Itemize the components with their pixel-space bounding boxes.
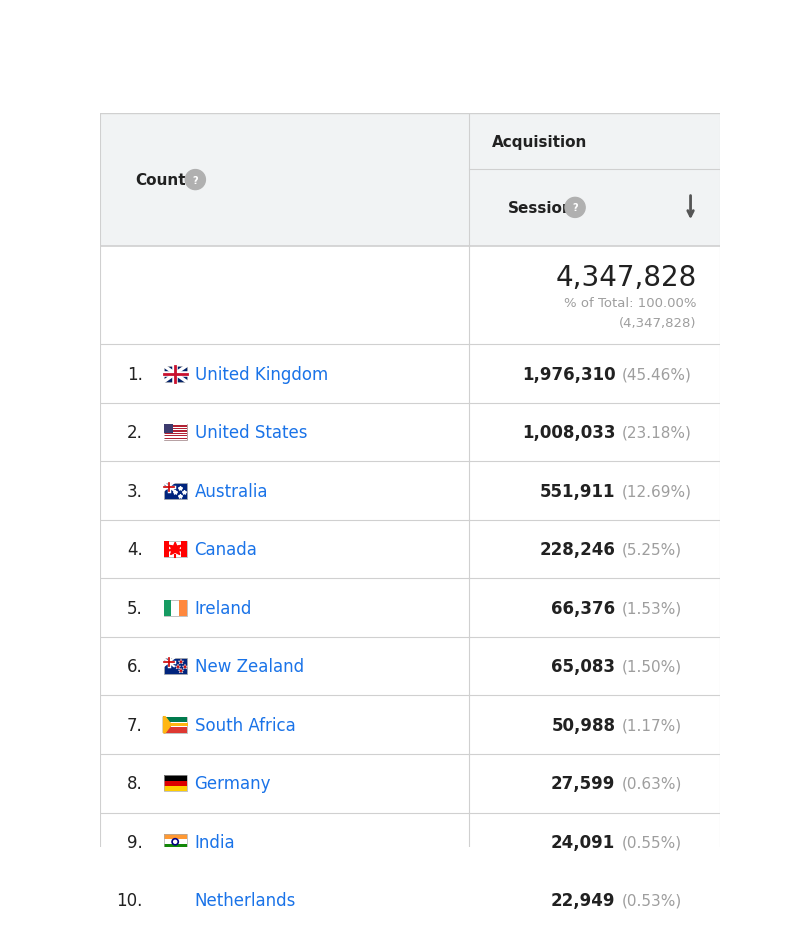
FancyBboxPatch shape: [163, 437, 187, 438]
FancyBboxPatch shape: [100, 114, 720, 247]
FancyBboxPatch shape: [100, 462, 720, 521]
FancyBboxPatch shape: [100, 696, 720, 754]
Text: Ireland: Ireland: [194, 599, 252, 617]
FancyBboxPatch shape: [163, 717, 187, 723]
Polygon shape: [168, 543, 182, 555]
Text: 9.: 9.: [127, 833, 142, 851]
Text: 7.: 7.: [127, 716, 142, 734]
FancyBboxPatch shape: [100, 247, 720, 345]
FancyBboxPatch shape: [171, 724, 188, 726]
Text: 10.: 10.: [116, 891, 142, 909]
FancyBboxPatch shape: [163, 425, 187, 441]
Polygon shape: [163, 717, 171, 733]
Text: 6.: 6.: [127, 658, 142, 676]
FancyBboxPatch shape: [163, 440, 187, 441]
Text: (1.50%): (1.50%): [622, 659, 682, 674]
Text: Sessions: Sessions: [508, 201, 582, 216]
Text: (4,347,828): (4,347,828): [619, 317, 697, 330]
Text: 24,091: 24,091: [551, 833, 615, 851]
FancyBboxPatch shape: [179, 600, 187, 616]
FancyBboxPatch shape: [100, 871, 720, 929]
Text: 1,008,033: 1,008,033: [522, 424, 615, 442]
Text: (0.53%): (0.53%): [622, 893, 682, 908]
Text: 8.: 8.: [127, 774, 142, 792]
FancyBboxPatch shape: [163, 898, 187, 903]
FancyBboxPatch shape: [163, 425, 173, 433]
FancyBboxPatch shape: [163, 429, 187, 431]
Text: 65,083: 65,083: [551, 658, 615, 676]
FancyBboxPatch shape: [163, 367, 187, 383]
FancyBboxPatch shape: [163, 727, 187, 733]
FancyBboxPatch shape: [100, 521, 720, 579]
FancyBboxPatch shape: [163, 542, 187, 558]
Text: South Africa: South Africa: [194, 716, 295, 734]
Text: (45.46%): (45.46%): [622, 367, 691, 382]
Text: 3.: 3.: [126, 482, 142, 500]
Text: 4.: 4.: [127, 541, 142, 559]
Text: Germany: Germany: [194, 774, 271, 792]
Text: (12.69%): (12.69%): [622, 484, 691, 499]
FancyBboxPatch shape: [163, 600, 187, 616]
Text: 66,376: 66,376: [551, 599, 615, 617]
Circle shape: [565, 198, 585, 218]
FancyBboxPatch shape: [163, 775, 187, 781]
FancyBboxPatch shape: [163, 903, 187, 908]
FancyBboxPatch shape: [100, 813, 720, 871]
Text: New Zealand: New Zealand: [194, 658, 304, 676]
Text: United States: United States: [194, 424, 307, 442]
Text: ?: ?: [572, 203, 578, 213]
FancyBboxPatch shape: [163, 483, 187, 499]
Text: ?: ?: [193, 175, 198, 186]
Text: 228,246: 228,246: [539, 541, 615, 559]
Text: 4,347,828: 4,347,828: [555, 264, 697, 291]
Text: (0.55%): (0.55%): [622, 834, 682, 849]
Text: 22,949: 22,949: [551, 891, 615, 909]
FancyBboxPatch shape: [163, 425, 187, 426]
FancyBboxPatch shape: [100, 754, 720, 813]
FancyBboxPatch shape: [163, 892, 187, 898]
FancyBboxPatch shape: [163, 427, 187, 428]
Text: (0.63%): (0.63%): [622, 776, 682, 791]
FancyBboxPatch shape: [163, 840, 187, 844]
Text: 5.: 5.: [127, 599, 142, 617]
Text: India: India: [194, 833, 235, 851]
Text: 2.: 2.: [126, 424, 142, 442]
FancyBboxPatch shape: [163, 834, 187, 840]
FancyBboxPatch shape: [181, 542, 187, 558]
FancyBboxPatch shape: [163, 717, 187, 733]
Circle shape: [186, 170, 206, 190]
Text: 27,599: 27,599: [551, 774, 615, 792]
FancyBboxPatch shape: [100, 345, 720, 404]
FancyBboxPatch shape: [163, 659, 187, 675]
FancyBboxPatch shape: [100, 579, 720, 637]
Text: Canada: Canada: [194, 541, 258, 559]
FancyBboxPatch shape: [163, 844, 187, 850]
FancyBboxPatch shape: [163, 600, 171, 616]
FancyBboxPatch shape: [100, 404, 720, 462]
FancyBboxPatch shape: [163, 781, 187, 786]
FancyBboxPatch shape: [163, 542, 170, 558]
Text: 1,976,310: 1,976,310: [522, 366, 615, 384]
Text: United Kingdom: United Kingdom: [194, 366, 328, 384]
Text: % of Total: 100.00%: % of Total: 100.00%: [564, 297, 697, 310]
Text: 1.: 1.: [126, 366, 142, 384]
Text: 50,988: 50,988: [551, 716, 615, 734]
Polygon shape: [163, 717, 171, 733]
FancyBboxPatch shape: [163, 786, 187, 791]
Text: Country: Country: [135, 173, 203, 188]
Text: (5.25%): (5.25%): [622, 542, 682, 557]
Text: Acquisition: Acquisition: [492, 134, 587, 149]
Text: (1.17%): (1.17%): [622, 718, 682, 732]
Text: (23.18%): (23.18%): [622, 426, 691, 440]
Text: 551,911: 551,911: [540, 482, 615, 500]
Text: (1.53%): (1.53%): [622, 601, 682, 616]
Text: Netherlands: Netherlands: [194, 891, 296, 909]
FancyBboxPatch shape: [163, 434, 187, 436]
Text: Australia: Australia: [194, 482, 268, 500]
FancyBboxPatch shape: [100, 637, 720, 696]
FancyBboxPatch shape: [163, 432, 187, 433]
